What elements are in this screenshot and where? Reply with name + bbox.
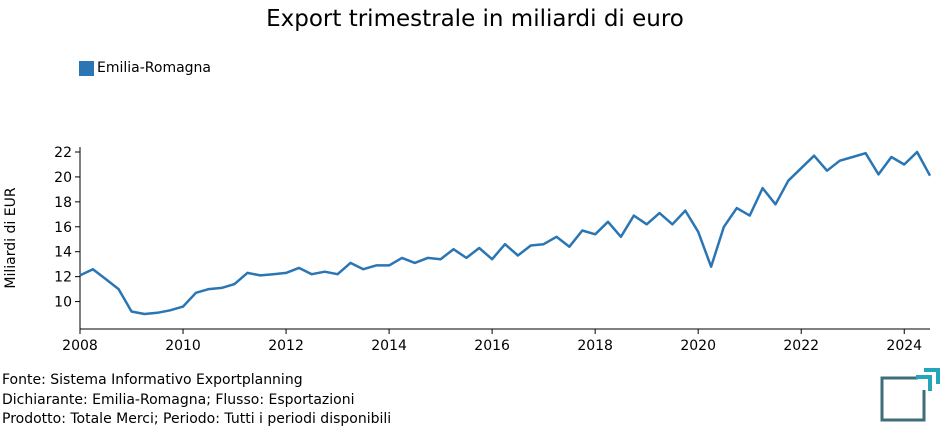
series-layer <box>79 150 932 316</box>
y-tick-label-18: 18 <box>54 195 72 211</box>
axes <box>79 147 930 330</box>
y-tick-label-14: 14 <box>54 245 72 261</box>
x-tick-label-2018: 2018 <box>577 338 613 354</box>
series-line-emilia-romagna <box>79 150 932 316</box>
y-tick-label-10: 10 <box>54 295 72 311</box>
x-tick-label-2016: 2016 <box>474 338 510 354</box>
declarant-line: Dichiarante: Emilia-Romagna; Flusso: Esp… <box>2 391 355 408</box>
x-axis-ticks: 2008 2010 2012 2014 2016 2018 2020 2022 2024 <box>62 329 922 354</box>
y-tick-label-22: 22 <box>54 145 72 161</box>
chart-title: Export trimestrale in miliardi di euro <box>266 6 684 32</box>
x-tick-label-2014: 2014 <box>371 338 407 354</box>
source-notes: Fonte: Sistema Informativo Exportplannin… <box>2 371 391 430</box>
x-tick-label-2024: 2024 <box>886 338 922 354</box>
y-tick-label-16: 16 <box>54 220 72 236</box>
y-tick-label-20: 20 <box>54 170 72 186</box>
y-axis-label: Miliardi di EUR <box>3 187 19 288</box>
legend-swatch-emilia-romagna <box>79 60 94 76</box>
legend-label-emilia-romagna: Emilia-Romagna <box>97 60 212 76</box>
exportplanning-logo <box>880 368 940 422</box>
x-tick-label-2020: 2020 <box>680 338 716 354</box>
legend: Emilia-Romagna <box>79 60 211 76</box>
x-tick-label-2008: 2008 <box>62 338 98 354</box>
x-tick-label-2022: 2022 <box>783 338 819 354</box>
source-line: Fonte: Sistema Informativo Exportplannin… <box>2 372 303 388</box>
y-tick-label-12: 12 <box>54 270 72 286</box>
x-tick-label-2012: 2012 <box>268 338 304 354</box>
product-line: Prodotto: Totale Merci; Periodo: Tutti i… <box>2 411 392 427</box>
x-tick-label-2010: 2010 <box>165 338 201 354</box>
y-axis-ticks: 10 12 14 16 18 20 22 <box>54 145 80 311</box>
